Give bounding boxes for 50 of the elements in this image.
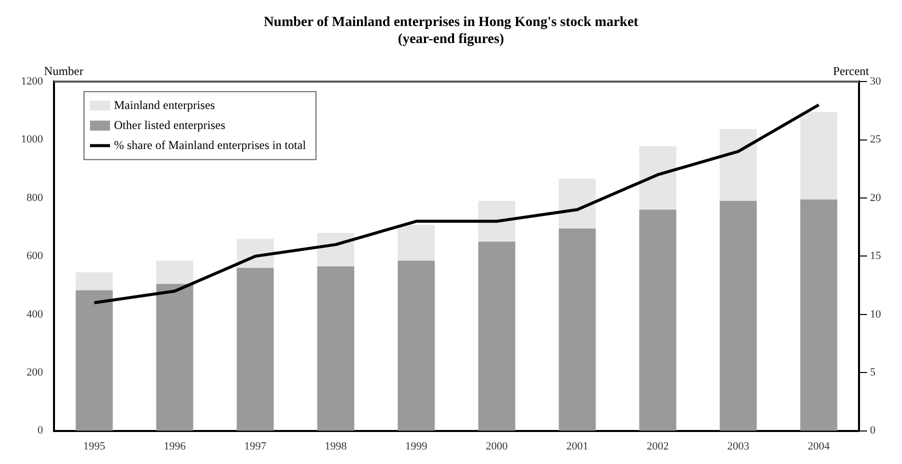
y-tick-label: 1200 [21, 75, 44, 88]
bar [639, 210, 676, 431]
chart-subtitle: (year-end figures) [398, 32, 504, 47]
legend-label: Mainland enterprises [114, 98, 216, 112]
y2-tick-label: 20 [870, 192, 882, 204]
bar [558, 228, 596, 431]
bar [76, 290, 113, 431]
y2-tick-label: 10 [870, 308, 882, 320]
x-tick-label: 2002 [646, 440, 669, 452]
y2-tick-label: 15 [870, 250, 882, 262]
y-tick-label: 1000 [21, 134, 44, 146]
bar [317, 232, 354, 266]
bar [478, 200, 516, 242]
y2-tick-label: 0 [870, 424, 876, 437]
y-tick-label: 200 [26, 366, 44, 378]
x-tick-label: 1995 [83, 440, 106, 452]
x-tick-label: 2001 [566, 440, 588, 452]
x-tick-label: 2004 [808, 440, 830, 452]
bar [398, 260, 435, 431]
bar [800, 112, 838, 200]
y2-tick-label: 30 [870, 75, 882, 88]
x-tick-label: 1998 [324, 440, 348, 452]
bar [317, 266, 354, 431]
bar [720, 129, 757, 201]
y2-axis-title: Percent [833, 64, 870, 78]
y-tick-label: 600 [26, 250, 44, 262]
x-tick-label: 1997 [244, 440, 267, 452]
y-tick-label: 0 [38, 424, 44, 437]
bar [720, 200, 757, 431]
legend-label: Other listed enterprises [114, 118, 226, 132]
bar [156, 260, 194, 284]
y-tick-label: 800 [26, 192, 44, 204]
bar [639, 146, 676, 210]
legend-label: % share of Mainland enterprises in total [114, 138, 307, 152]
bar [398, 224, 435, 261]
bar [236, 268, 274, 431]
bar [478, 242, 516, 431]
y-axis-title: Number [44, 64, 84, 78]
bar [156, 284, 194, 431]
bar [76, 272, 113, 290]
x-tick-label: 1999 [405, 440, 428, 452]
chart-title: Number of Mainland enterprises in Hong Kong's stock market [264, 15, 639, 30]
y2-tick-label: 25 [870, 134, 882, 146]
x-tick-label: 2000 [486, 440, 508, 452]
x-tick-label: 1996 [164, 440, 186, 452]
y-tick-label: 400 [26, 308, 44, 320]
bar [800, 199, 838, 431]
bar [558, 178, 596, 229]
x-tick-label: 2003 [727, 440, 750, 452]
y2-tick-label: 5 [870, 366, 876, 378]
